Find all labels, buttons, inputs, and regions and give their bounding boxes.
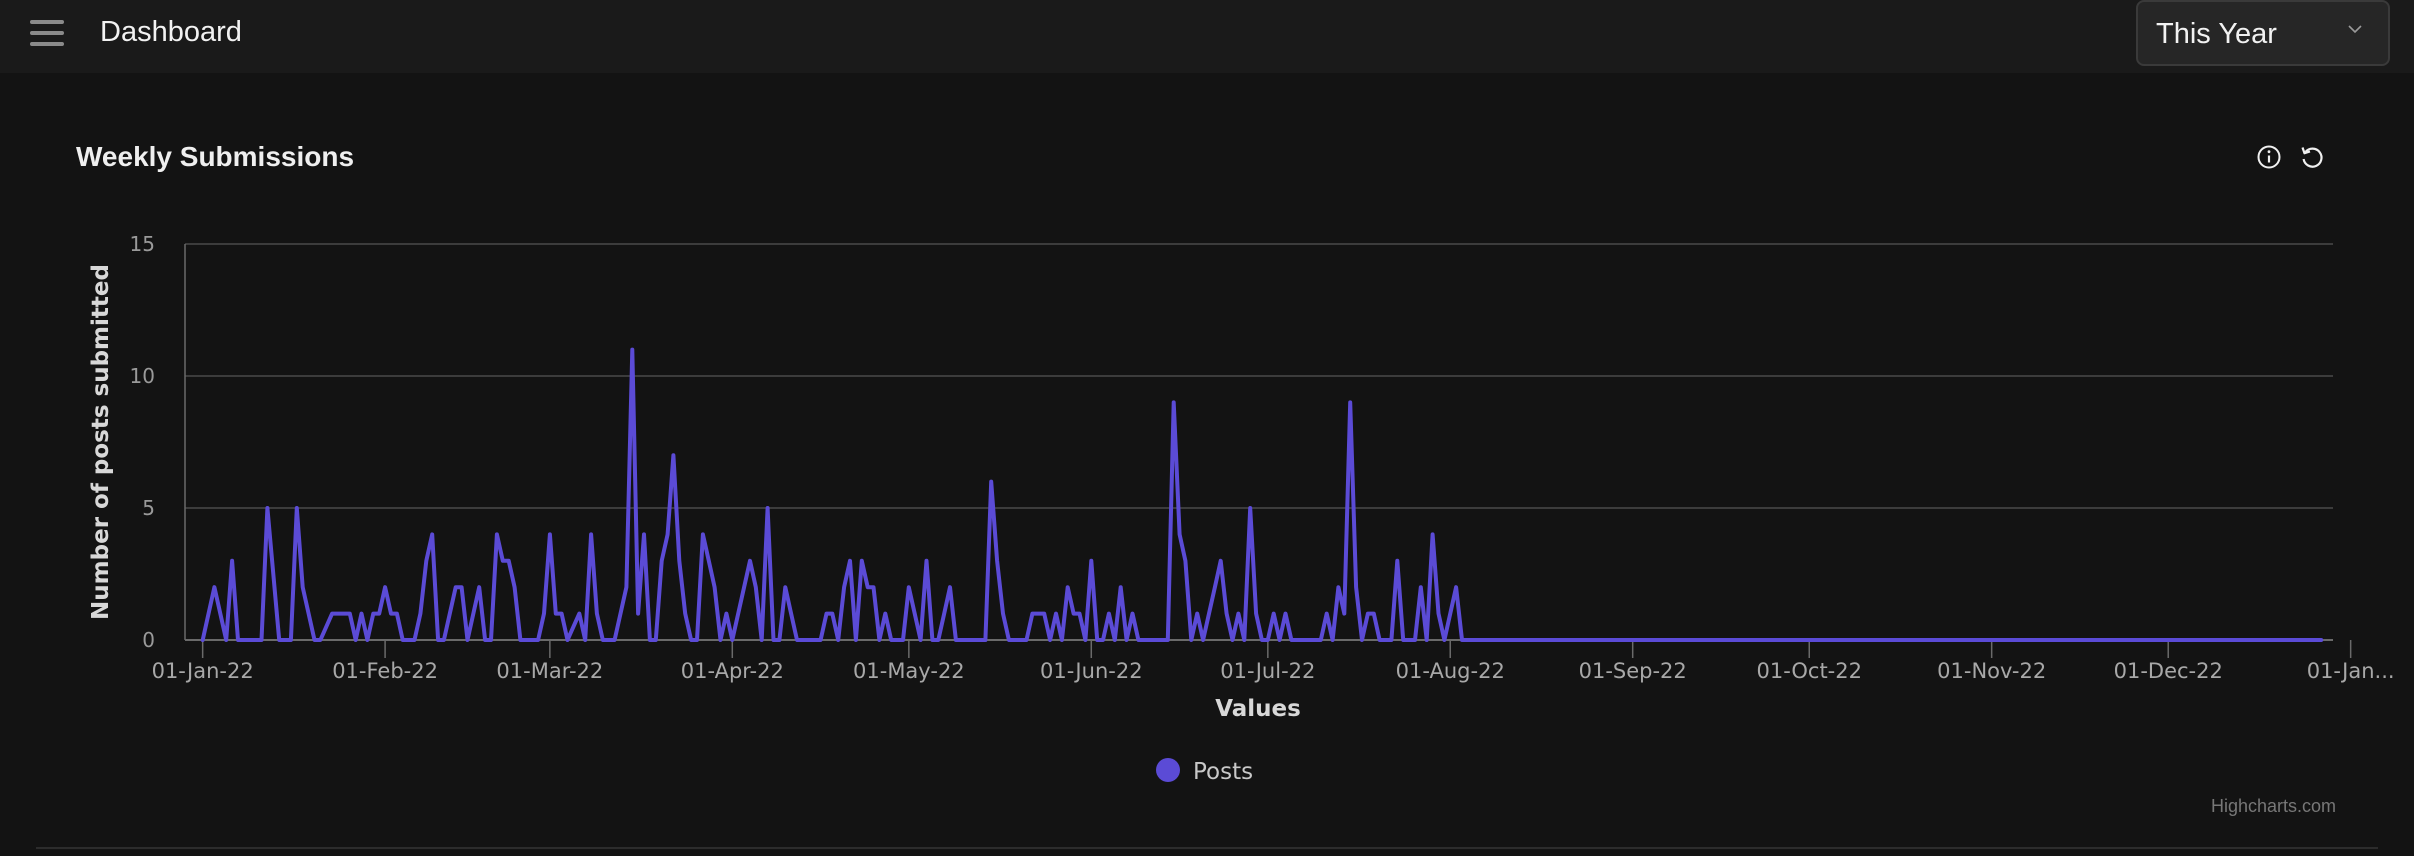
x-tick-label: 01-Sep-22: [1579, 659, 1687, 683]
highcharts-credit[interactable]: Highcharts.com: [2210, 796, 2336, 816]
x-tick-label: 01-Jun-22: [1040, 659, 1143, 683]
period-select[interactable]: This Year: [2136, 0, 2390, 66]
y-tick-label: 5: [142, 496, 155, 520]
x-tick-label: 01-Aug-22: [1396, 659, 1505, 683]
x-tick-label: 01-Dec-22: [2114, 659, 2223, 683]
x-tick-label: 01-Oct-22: [1756, 659, 1862, 683]
x-tick-label: 01-Apr-22: [681, 659, 784, 683]
info-icon[interactable]: [2256, 144, 2282, 170]
x-tick-label: 01-Mar-22: [496, 659, 603, 683]
divider: [36, 847, 2378, 849]
reset-icon[interactable]: [2299, 144, 2325, 170]
top-bar: Dashboard This Year: [0, 0, 2414, 73]
x-tick-label: 01-May-22: [853, 659, 965, 683]
x-tick-label: 01-Jul-22: [1220, 659, 1315, 683]
series-line-posts: [200, 347, 2324, 642]
chevron-down-icon: [2348, 25, 2362, 34]
chart-title: Weekly Submissions: [76, 141, 355, 172]
x-tick-label: 01-Feb-22: [332, 659, 438, 683]
x-tick-label: 01-Jan...: [2307, 659, 2395, 683]
x-tick-label: 01-Nov-22: [1937, 659, 2046, 683]
y-tick-label: 0: [142, 628, 155, 652]
legend-marker-posts: [1156, 758, 1180, 782]
y-axis-title: Number of posts submitted: [88, 264, 114, 620]
y-tick-label: 10: [130, 364, 155, 388]
x-tick-label: 01-Jan-22: [152, 659, 254, 683]
y-tick-label: 15: [130, 232, 155, 256]
x-axis-title: Values: [1215, 696, 1301, 722]
hamburger-icon[interactable]: [30, 20, 64, 48]
legend-label-posts: Posts: [1193, 759, 1253, 785]
period-select-value: This Year: [2156, 18, 2277, 50]
page-title: Dashboard: [100, 16, 242, 48]
